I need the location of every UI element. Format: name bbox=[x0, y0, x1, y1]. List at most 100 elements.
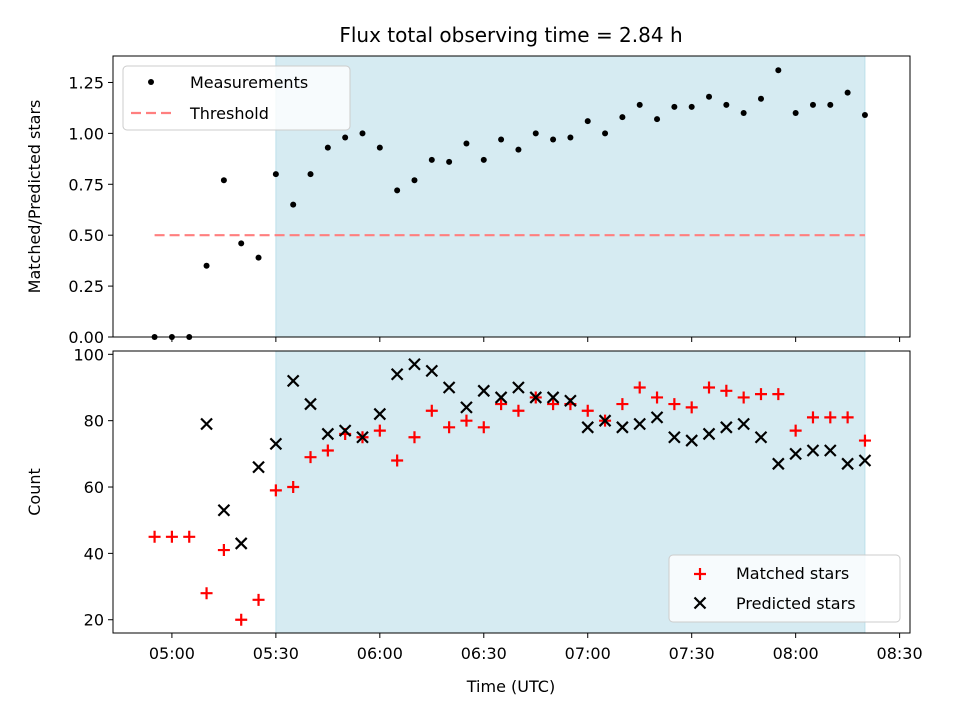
predicted-star-point bbox=[858, 454, 872, 467]
matched-star-point bbox=[373, 424, 386, 437]
measurement-point bbox=[792, 110, 799, 117]
measurement-point bbox=[827, 101, 834, 108]
measurement-point bbox=[359, 130, 366, 137]
matched-star-point bbox=[304, 451, 317, 464]
predicted-star-point bbox=[408, 357, 421, 371]
measurement-point bbox=[671, 103, 678, 110]
predicted-star-point bbox=[234, 537, 248, 550]
matched-star-point bbox=[668, 398, 681, 411]
predicted-star-point bbox=[806, 444, 820, 457]
matched-star-point bbox=[321, 444, 334, 457]
bottom-panel-counts: 20 40 60 80 100 05:00 05:30 06:00 06:30 07:00 07:3… bbox=[25, 345, 923, 663]
measurement-point bbox=[428, 156, 435, 163]
measurement-point bbox=[498, 136, 505, 143]
matched-star-point bbox=[495, 398, 508, 411]
measurement-point bbox=[654, 116, 661, 123]
legend-box bbox=[668, 554, 901, 623]
measurement-point bbox=[324, 144, 331, 151]
predicted-star-point bbox=[269, 437, 283, 451]
matched-star-point bbox=[460, 414, 473, 427]
measurement-point bbox=[463, 140, 470, 147]
measurement-point bbox=[723, 101, 730, 108]
measurement-point bbox=[757, 95, 764, 102]
matched-star-point bbox=[581, 404, 594, 417]
y-tick-label: 80 bbox=[84, 412, 104, 431]
measurement-point bbox=[688, 103, 695, 110]
matched-star-point bbox=[806, 411, 819, 424]
legend-marker-predicted bbox=[693, 596, 707, 610]
measurement-point bbox=[775, 67, 782, 74]
predicted-star-point bbox=[338, 424, 352, 437]
measurement-point bbox=[203, 262, 210, 269]
predicted-star-point bbox=[650, 411, 664, 424]
y-axis-label: Count bbox=[25, 468, 44, 516]
matched-star-point bbox=[737, 391, 750, 404]
measurement-point bbox=[844, 89, 851, 96]
predicted-star-point bbox=[702, 427, 716, 441]
matched-star-point bbox=[391, 454, 404, 467]
measurement-point bbox=[809, 101, 816, 108]
predicted-star-point bbox=[286, 374, 300, 388]
predicted-star-point bbox=[460, 401, 473, 414]
x-tick-label: 08:30 bbox=[877, 644, 923, 663]
matched-star-point bbox=[547, 398, 560, 411]
bottom-legend: Matched stars Predicted stars bbox=[668, 554, 901, 623]
matched-star-point bbox=[703, 381, 716, 394]
matched-star-point bbox=[512, 404, 525, 417]
matched-star-point bbox=[235, 613, 248, 626]
measurement-point bbox=[861, 112, 868, 119]
predicted-star-point bbox=[529, 391, 543, 404]
y-tick-label: 0.00 bbox=[68, 328, 104, 347]
measurement-point bbox=[550, 136, 557, 143]
matched-star-point bbox=[269, 484, 282, 497]
measurement-point bbox=[342, 134, 349, 141]
predicted-star-point bbox=[356, 430, 369, 444]
legend-box bbox=[122, 65, 351, 131]
predicted-star-point bbox=[737, 417, 750, 431]
predicted-star-point bbox=[772, 457, 785, 471]
matched-star-point bbox=[200, 587, 213, 600]
matched-star-point bbox=[287, 481, 300, 494]
measurement-point bbox=[567, 134, 574, 141]
matched-star-point bbox=[165, 530, 178, 543]
measurement-point bbox=[619, 114, 626, 121]
measurement-point bbox=[220, 177, 227, 184]
predicted-star-point bbox=[390, 367, 404, 381]
measurement-point bbox=[238, 240, 245, 247]
predicted-star-point bbox=[512, 381, 525, 394]
predicted-star-point bbox=[841, 457, 854, 471]
predicted-star-point bbox=[217, 503, 231, 517]
y-axis-label: Matched/Predicted stars bbox=[25, 100, 44, 294]
legend-label-threshold: Threshold bbox=[189, 104, 269, 123]
predicted-star-point bbox=[564, 394, 577, 408]
measurement-point bbox=[515, 146, 522, 153]
x-tick-label: 05:00 bbox=[149, 644, 195, 663]
matched-star-point bbox=[633, 381, 646, 394]
predicted-star-point bbox=[304, 397, 317, 411]
predicted-star-point bbox=[685, 434, 698, 447]
x-tick-label: 05:30 bbox=[253, 644, 299, 663]
measurement-point bbox=[636, 101, 643, 108]
matched-star-point bbox=[443, 421, 456, 434]
matched-star-point bbox=[841, 411, 854, 424]
measurement-point bbox=[255, 254, 262, 261]
predicted-star-point bbox=[546, 391, 560, 404]
predicted-star-point bbox=[494, 391, 508, 404]
measurement-point bbox=[411, 177, 418, 184]
x-tick-label: 07:00 bbox=[565, 644, 611, 663]
matched-star-point bbox=[252, 593, 265, 606]
matched-star-point bbox=[720, 384, 733, 397]
matched-star-point bbox=[685, 401, 698, 414]
legend-marker-measurements bbox=[148, 79, 154, 85]
matched-star-point bbox=[148, 530, 161, 543]
top-axes-frame bbox=[112, 55, 911, 338]
measurement-point bbox=[706, 93, 713, 100]
y-tick-label: 1.00 bbox=[68, 124, 104, 143]
matched-star-point bbox=[408, 431, 421, 444]
predicted-star-point bbox=[598, 414, 612, 427]
predicted-star-point bbox=[824, 444, 837, 457]
predicted-star-point bbox=[373, 407, 387, 421]
shaded-observing-region bbox=[275, 55, 866, 338]
measurement-point bbox=[740, 110, 747, 117]
